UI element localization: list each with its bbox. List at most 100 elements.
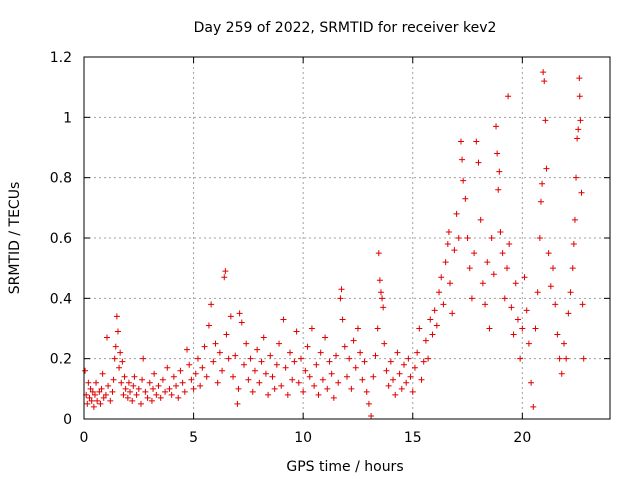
data-point — [119, 358, 126, 365]
data-point — [313, 361, 320, 368]
data-point — [503, 265, 510, 272]
data-point — [254, 346, 261, 353]
data-point — [540, 69, 547, 76]
data-point — [219, 367, 226, 374]
data-point — [577, 117, 584, 124]
data-point — [438, 274, 445, 281]
data-point — [271, 385, 278, 392]
data-point — [276, 340, 283, 347]
x-tick-label: 5 — [189, 430, 198, 446]
data-point — [521, 274, 528, 281]
data-point — [425, 355, 432, 362]
data-point — [565, 310, 572, 317]
x-axis-label: GPS time / hours — [286, 459, 403, 475]
grid-layer — [84, 57, 610, 419]
data-point — [431, 307, 438, 314]
data-point — [153, 391, 160, 398]
data-point — [451, 247, 458, 254]
data-point — [91, 391, 98, 398]
data-point — [164, 364, 171, 371]
data-point — [550, 265, 557, 272]
data-point — [144, 394, 151, 401]
data-point — [232, 352, 239, 359]
data-point — [468, 295, 475, 302]
data-point — [379, 295, 386, 302]
data-point — [192, 370, 199, 377]
data-point — [121, 373, 128, 380]
data-point — [98, 385, 105, 392]
data-point — [97, 400, 104, 407]
data-point — [530, 403, 537, 410]
data-point — [324, 385, 331, 392]
data-point — [519, 325, 526, 332]
data-point — [570, 241, 577, 248]
data-point — [420, 358, 427, 365]
data-point — [94, 397, 101, 404]
data-point — [105, 382, 112, 389]
data-point — [89, 388, 96, 395]
data-point — [236, 310, 243, 317]
data-point — [258, 358, 265, 365]
data-point — [93, 379, 100, 386]
data-point — [501, 295, 508, 302]
y-tick-label: 1 — [63, 110, 72, 126]
data-point — [278, 382, 285, 389]
data-point — [168, 391, 175, 398]
data-point — [475, 159, 482, 166]
data-point — [245, 376, 252, 383]
data-point — [436, 289, 443, 296]
data-point — [449, 310, 456, 317]
data-point — [148, 397, 155, 404]
data-point — [497, 228, 504, 235]
data-point — [110, 376, 117, 383]
data-point — [460, 177, 467, 184]
data-point — [234, 400, 241, 407]
data-point — [576, 75, 583, 82]
plot-frame — [83, 56, 611, 420]
y-tick-label: 1.2 — [50, 50, 72, 66]
data-point — [576, 93, 583, 100]
data-point — [499, 250, 506, 257]
data-point — [282, 364, 289, 371]
data-point — [363, 388, 370, 395]
data-point — [484, 259, 491, 266]
data-point — [280, 316, 287, 323]
data-point — [302, 367, 309, 374]
data-point — [214, 379, 221, 386]
data-point — [273, 361, 280, 368]
data-point — [387, 358, 394, 365]
data-point — [112, 343, 119, 350]
data-point — [407, 373, 414, 380]
data-point — [308, 325, 315, 332]
data-point — [490, 271, 497, 278]
data-point — [130, 382, 137, 389]
data-point — [493, 123, 500, 130]
data-point — [85, 379, 92, 386]
data-point — [87, 385, 94, 392]
data-point — [414, 349, 421, 356]
data-point — [517, 355, 524, 362]
data-point — [137, 400, 144, 407]
data-point — [466, 265, 473, 272]
data-point — [238, 319, 245, 326]
data-point — [354, 325, 361, 332]
ticks-layer: 0 5 10 15 20 0 0.2 0.4 0.6 0.8 1 1.2 — [50, 50, 610, 446]
data-point — [135, 385, 142, 392]
data-point — [86, 394, 93, 401]
data-point — [118, 379, 125, 386]
data-point — [394, 349, 401, 356]
data-point — [416, 325, 423, 332]
data-point — [159, 376, 166, 383]
data-point — [317, 349, 324, 356]
data-point — [151, 370, 158, 377]
data-point — [100, 394, 107, 401]
data-point — [409, 388, 416, 395]
data-point — [117, 349, 124, 356]
data-point — [319, 376, 326, 383]
data-point — [210, 358, 217, 365]
data-point — [170, 373, 177, 380]
data-point — [122, 385, 129, 392]
data-point — [175, 394, 182, 401]
